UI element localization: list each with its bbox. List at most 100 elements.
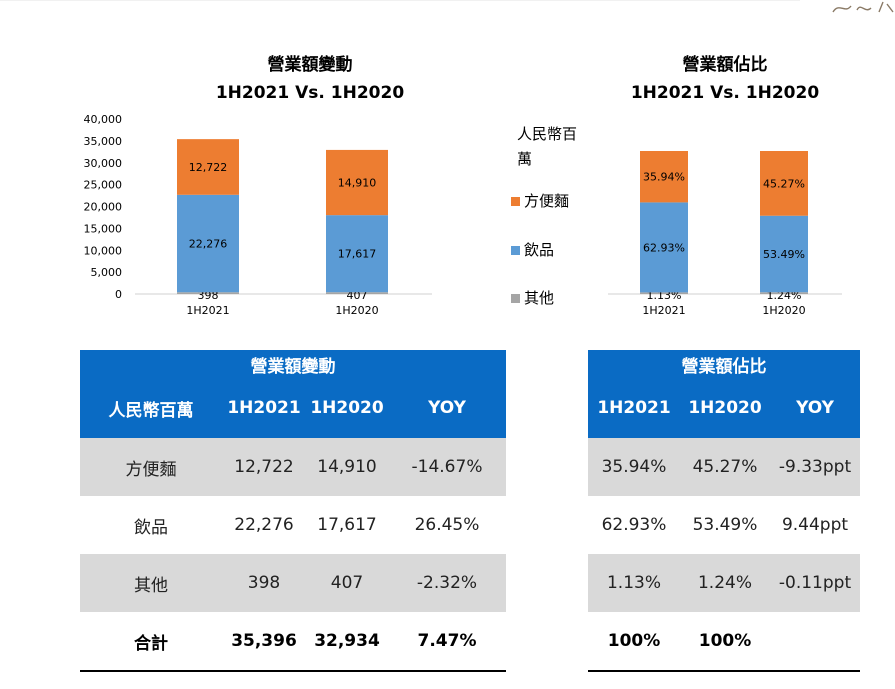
bar-segment-beverages bbox=[177, 194, 239, 293]
table-cell: 1.24% bbox=[680, 554, 770, 612]
revenue-change-chart: 0 5,000 10,000 15,000 20,000 25,000 30,000 35,0… bbox=[84, 113, 432, 317]
table-row: 35.94% 45.27% -9.33ppt bbox=[588, 438, 860, 496]
col-header: YOY bbox=[388, 378, 506, 438]
table-cell: 100% bbox=[588, 612, 680, 672]
data-label-others: 407 bbox=[347, 289, 368, 302]
data-label-noodles: 14,910 bbox=[338, 177, 377, 190]
table-row-total: 100% 100% bbox=[588, 612, 860, 672]
y-tick-label: 25,000 bbox=[84, 179, 123, 192]
y-tick-label: 15,000 bbox=[84, 222, 123, 235]
revenue-share-table: 營業額佔比 1H2021 1H2020 YOY 35.94% 45.27% -9… bbox=[588, 350, 860, 672]
legend-label-noodles: 方便麵 bbox=[524, 192, 570, 210]
bar-segment-others bbox=[640, 292, 688, 294]
data-label-beverages: 17,617 bbox=[338, 248, 377, 261]
table-caption: 營業額佔比 bbox=[588, 350, 860, 378]
table-cell bbox=[770, 612, 860, 672]
table-cell: 1.13% bbox=[588, 554, 680, 612]
table-cell: 100% bbox=[680, 612, 770, 672]
legend-swatch-noodles bbox=[511, 196, 520, 206]
table-cell: 35,396 bbox=[222, 612, 306, 672]
table-row-total: 合計 35,396 32,934 7.47% bbox=[80, 612, 506, 672]
bar-segment-noodles bbox=[760, 151, 808, 216]
bar-segment-noodles bbox=[326, 149, 388, 216]
x-tick-label: 1H2020 bbox=[762, 304, 805, 317]
table-cell: 合計 bbox=[80, 612, 222, 672]
table-row: 1.13% 1.24% -0.11ppt bbox=[588, 554, 860, 612]
legend-item-beverages: 飲品 bbox=[511, 240, 554, 260]
table-cell: 7.47% bbox=[388, 612, 506, 672]
table-cell: 12,722 bbox=[222, 438, 306, 496]
table-row: 飲品 22,276 17,617 26.45% bbox=[80, 496, 506, 554]
y-tick-label: 30,000 bbox=[84, 157, 123, 170]
y-tick-label: 35,000 bbox=[84, 135, 123, 148]
table-cell: 407 bbox=[306, 554, 388, 612]
bar-segment-others bbox=[326, 292, 388, 294]
legend-label-beverages: 飲品 bbox=[524, 241, 555, 259]
table-cell: 方便麵 bbox=[80, 438, 222, 496]
bar-segment-beverages bbox=[326, 215, 388, 293]
table-cell: 62.93% bbox=[601, 515, 667, 535]
bar-segment-noodles bbox=[177, 139, 239, 195]
data-label-beverages: 22,276 bbox=[189, 238, 228, 251]
table-cell: 14,910 bbox=[306, 438, 388, 496]
table-cell: -2.32% bbox=[388, 554, 506, 612]
table-cell: -14.67% bbox=[388, 438, 506, 496]
revenue-share-chart: 1.13%62.93%35.94%1H20211.24%53.49%45.27%… bbox=[608, 151, 842, 317]
revenue-change-table: 營業額變動 人民幣百萬 1H2021 1H2020 YOY 方便麵 12,722… bbox=[80, 350, 506, 672]
table-row: 方便麵 12,722 14,910 -14.67% bbox=[80, 438, 506, 496]
bar-segment-beverages bbox=[640, 202, 688, 293]
bar-segment-beverages bbox=[760, 215, 808, 293]
y-tick-label: 40,000 bbox=[84, 113, 123, 126]
col-header: YOY bbox=[770, 378, 860, 438]
bar-segment-others bbox=[760, 292, 808, 294]
legend-unit-label: 人民幣百萬 bbox=[517, 125, 578, 168]
data-label-beverages: 62.93% bbox=[643, 241, 685, 254]
col-header: 1H2021 bbox=[588, 378, 680, 438]
table-cell: 22,276 bbox=[234, 515, 294, 535]
table-row: 其他 398 407 -2.32% bbox=[80, 554, 506, 612]
signature-mark bbox=[832, 1, 894, 13]
data-label-noodles: 35.94% bbox=[643, 171, 685, 184]
legend-swatch-beverages bbox=[511, 245, 520, 255]
table-cell: 飲品 bbox=[134, 517, 168, 538]
legend-item-others: 其他 bbox=[511, 288, 554, 308]
col-header: 1H2020 bbox=[306, 378, 388, 438]
table-cell: 其他 bbox=[80, 554, 222, 612]
right-chart-title: 營業額佔比 bbox=[682, 55, 768, 75]
x-tick-label: 1H2021 bbox=[642, 304, 685, 317]
data-label-noodles: 12,722 bbox=[189, 161, 228, 174]
data-label-noodles: 45.27% bbox=[763, 177, 805, 190]
y-tick-label: 20,000 bbox=[84, 201, 123, 214]
legend-swatch-others bbox=[511, 293, 520, 303]
table-row: 62.93% 53.49% 9.44ppt bbox=[588, 496, 860, 554]
data-label-beverages: 53.49% bbox=[763, 248, 805, 261]
bar-segment-others bbox=[177, 292, 239, 294]
legend-item-noodles: 方便麵 bbox=[511, 191, 569, 211]
table-cell: 35.94% bbox=[588, 438, 680, 496]
table-cell: 32,934 bbox=[306, 612, 388, 672]
table-cell: -0.11ppt bbox=[770, 554, 860, 612]
data-label-others: 1.24% bbox=[767, 289, 802, 302]
table-caption: 營業額變動 bbox=[80, 350, 506, 378]
table-cell: 17,617 bbox=[317, 515, 377, 535]
legend-label-others: 其他 bbox=[524, 289, 555, 307]
x-tick-label: 1H2021 bbox=[186, 304, 229, 317]
table-cell: -9.33ppt bbox=[770, 438, 860, 496]
x-tick-label: 1H2020 bbox=[335, 304, 378, 317]
table-cell: 53.49% bbox=[692, 515, 758, 535]
table-cell: 45.27% bbox=[680, 438, 770, 496]
top-divider bbox=[0, 0, 800, 1]
left-chart-title: 營業額變動 bbox=[267, 55, 353, 75]
left-chart-subtitle: 1H2021 Vs. 1H2020 bbox=[215, 83, 405, 103]
col-header: 1H2021 bbox=[222, 378, 306, 438]
bar-segment-noodles bbox=[640, 151, 688, 203]
table-cell: 26.45% bbox=[414, 515, 480, 535]
right-chart-subtitle: 1H2021 Vs. 1H2020 bbox=[630, 83, 820, 103]
col-header: 1H2020 bbox=[680, 378, 770, 438]
table-cell: 398 bbox=[222, 554, 306, 612]
table-cell: 9.44ppt bbox=[781, 515, 849, 535]
y-tick-label: 10,000 bbox=[84, 244, 123, 257]
y-tick-label: 5,000 bbox=[91, 266, 123, 279]
y-tick-label: 0 bbox=[115, 288, 122, 301]
col-header: 人民幣百萬 bbox=[80, 378, 222, 438]
